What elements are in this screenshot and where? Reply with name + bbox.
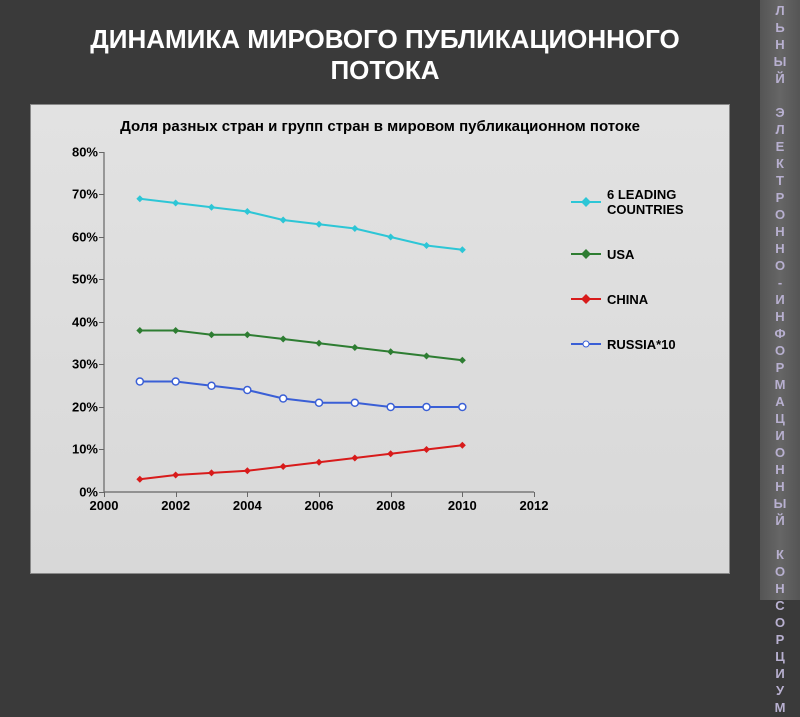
series-marker [459, 442, 466, 449]
series-marker [172, 199, 179, 206]
series-marker [459, 246, 466, 253]
series-marker [387, 403, 394, 410]
legend-item: USA [571, 247, 711, 262]
main-title: ДИНАМИКА МИРОВОГО ПУБЛИКАЦИОННОГО ПОТОКА [60, 24, 710, 86]
x-axis-label: 2004 [233, 492, 262, 513]
series-marker [208, 204, 215, 211]
x-axis-label: 2010 [448, 492, 477, 513]
series-marker [351, 225, 358, 232]
series-marker [136, 327, 143, 334]
series-marker [387, 450, 394, 457]
series-marker [316, 459, 323, 466]
series-marker [351, 344, 358, 351]
legend-label: CHINA [607, 292, 648, 307]
series-marker [351, 399, 358, 406]
plot-column: 0%10%20%30%40%50%60%70%80%20002002200420… [49, 147, 561, 542]
series-marker [244, 208, 251, 215]
series-marker [172, 471, 179, 478]
series-marker [423, 446, 430, 453]
x-axis-label: 2008 [376, 492, 405, 513]
y-axis-label: 80% [72, 144, 104, 159]
legend-marker-icon [581, 294, 591, 304]
legend-item: CHINA [571, 292, 711, 307]
series-marker [280, 335, 287, 342]
legend-item: RUSSIA*10 [571, 337, 711, 352]
series-marker [136, 476, 143, 483]
series-marker [208, 331, 215, 338]
series-marker [280, 395, 287, 402]
slide-body: ДИНАМИКА МИРОВОГО ПУБЛИКАЦИОННОГО ПОТОКА… [0, 0, 760, 600]
y-axis-label: 30% [72, 357, 104, 372]
legend-marker-icon [581, 197, 591, 207]
plot-area: 0%10%20%30%40%50%60%70%80%20002002200420… [104, 152, 534, 492]
legend-item: 6 LEADING COUNTRIES [571, 187, 711, 217]
legend-marker-icon [583, 341, 590, 348]
series-marker [459, 403, 466, 410]
series-marker [423, 403, 430, 410]
y-axis-label: 10% [72, 442, 104, 457]
sidebar: НАЦИОНАЛЬНЫЙ ЭЛЕКТРОННО-ИНФОРМАЦИОННЫЙ К… [760, 0, 800, 600]
series-line [140, 199, 463, 250]
y-axis-label: 40% [72, 314, 104, 329]
x-axis-label: 2012 [520, 492, 549, 513]
series-marker [387, 348, 394, 355]
series-marker [351, 454, 358, 461]
chart-title: Доля разных стран и групп стран в мирово… [49, 117, 711, 137]
series-marker [172, 327, 179, 334]
legend-label: 6 LEADING COUNTRIES [607, 187, 711, 217]
series-marker [280, 463, 287, 470]
chart-svg [104, 152, 534, 492]
legend-marker-icon [581, 249, 591, 259]
series-marker [459, 357, 466, 364]
series-marker [208, 382, 215, 389]
sidebar-label: НАЦИОНАЛЬНЫЙ ЭЛЕКТРОННО-ИНФОРМАЦИОННЫЙ К… [773, 0, 788, 717]
x-axis-label: 2000 [90, 492, 119, 513]
legend: 6 LEADING COUNTRIES USA CHINA RUSSIA*10 [561, 147, 711, 542]
series-marker [136, 378, 143, 385]
y-axis-label: 70% [72, 187, 104, 202]
legend-label: RUSSIA*10 [607, 337, 676, 352]
series-marker [316, 221, 323, 228]
series-line [140, 330, 463, 360]
series-marker [280, 216, 287, 223]
series-marker [244, 331, 251, 338]
y-axis-label: 50% [72, 272, 104, 287]
series-marker [172, 378, 179, 385]
series-line [140, 381, 463, 407]
series-marker [387, 233, 394, 240]
x-axis-label: 2002 [161, 492, 190, 513]
y-axis-label: 60% [72, 229, 104, 244]
series-line [140, 445, 463, 479]
series-marker [208, 469, 215, 476]
x-axis-label: 2006 [305, 492, 334, 513]
series-marker [316, 340, 323, 347]
y-axis-label: 20% [72, 399, 104, 414]
legend-label: USA [607, 247, 634, 262]
series-marker [244, 386, 251, 393]
series-marker [423, 352, 430, 359]
series-marker [136, 195, 143, 202]
series-marker [316, 399, 323, 406]
chart-wrap: 0%10%20%30%40%50%60%70%80%20002002200420… [49, 147, 711, 542]
chart-card: Доля разных стран и групп стран в мирово… [30, 104, 730, 574]
series-marker [423, 242, 430, 249]
series-marker [244, 467, 251, 474]
